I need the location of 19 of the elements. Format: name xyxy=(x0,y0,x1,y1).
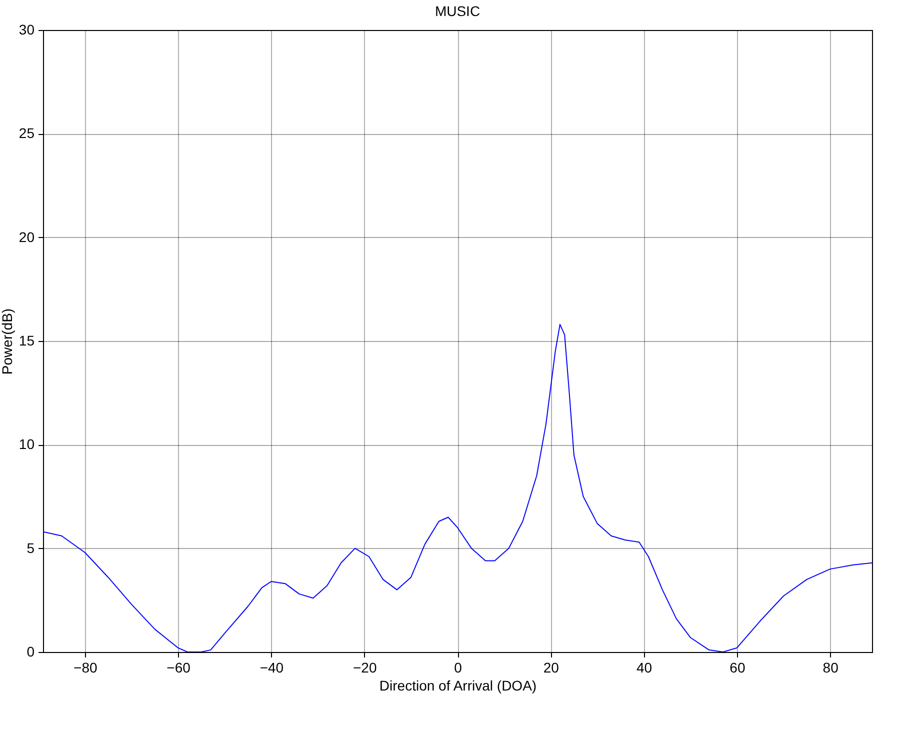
chart-title: MUSIC xyxy=(434,3,480,19)
x-tick-label: −80 xyxy=(74,660,98,676)
y-tick-label: 25 xyxy=(18,125,35,142)
y-tick-label: 10 xyxy=(18,436,35,452)
y-tick-label: 15 xyxy=(18,332,35,348)
y-tick-label: 20 xyxy=(18,228,35,245)
x-tick-label: −60 xyxy=(166,660,191,676)
x-tick-label: 40 xyxy=(636,660,652,676)
y-tick-label: 5 xyxy=(26,540,35,556)
y-tick-label: 0 xyxy=(26,644,35,660)
x-tick-label: 20 xyxy=(543,660,560,676)
x-tick-label: 80 xyxy=(822,660,839,676)
x-tick-label: −40 xyxy=(260,660,284,676)
x-tick-label: 60 xyxy=(730,660,746,676)
y-tick-label: 30 xyxy=(18,22,35,38)
y-axis-title: Power(dB) xyxy=(0,308,15,375)
x-tick-label: −20 xyxy=(352,660,377,676)
x-tick-label: 0 xyxy=(454,660,462,676)
x-axis-title: Direction of Arrival (DOA) xyxy=(379,678,537,694)
